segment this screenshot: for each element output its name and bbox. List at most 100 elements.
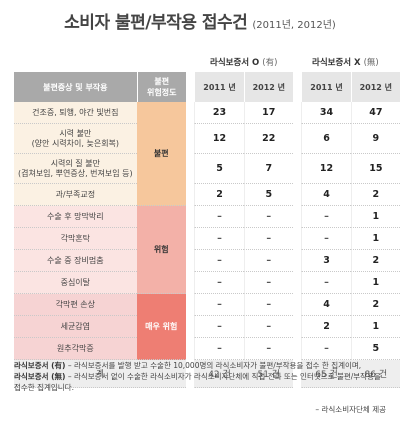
gap-cell [185, 184, 195, 206]
symptom-cell: 시력 불만 (양안 시력차이, 늦은회복) [14, 124, 137, 154]
value-cell: – [194, 272, 244, 294]
value-cell: 2 [350, 250, 400, 272]
table-row: 원추각막증 – – –5 [14, 338, 400, 360]
table-row: 수술 중 장비멈춤 – –3 2 [14, 250, 400, 272]
value-cell: 15 [350, 154, 400, 184]
value-cell: – [194, 206, 244, 228]
value-cell: – [194, 338, 244, 360]
symptom-cell: 각막편 손상 [14, 294, 137, 316]
gap-cell [185, 228, 195, 250]
value-cell: 3 [301, 250, 351, 272]
value-cell: – [243, 316, 293, 338]
note-term: 라식보증서 (無) [14, 372, 66, 381]
value-cell: 34 [301, 102, 351, 124]
group-o-label: 라식보증서 O [210, 58, 260, 68]
gap-cell [292, 184, 302, 206]
total-label: 계 [14, 360, 186, 388]
title-main: 소비자 불편/부작용 접수건 [64, 13, 248, 33]
value-cell: 9 [350, 124, 400, 154]
value-cell: 7 [243, 154, 293, 184]
gap-cell [185, 72, 195, 102]
value-cell: – [301, 228, 351, 250]
note-text: – 라식보증서를 발행 받고 수술한 10,000명의 라식소비자가 불편/부작… [65, 361, 362, 370]
year-header: 2011 년 [301, 72, 351, 102]
symptom-cell: 수술 중 장비멈춤 [14, 250, 137, 272]
data-table: 불편증상 및 부작용 불편 위험정도 2011 년 2012 년 2011 년 … [14, 72, 400, 388]
gap-cell [185, 294, 195, 316]
gap-cell [185, 250, 195, 272]
level-cell: 불편 [136, 102, 186, 206]
value-cell: 23 [194, 102, 244, 124]
gap-cell [292, 154, 302, 184]
table-row: 과/부족교정 2 5 4 2 [14, 184, 400, 206]
note-term: 라식보증서 (有) [14, 361, 66, 370]
value-cell: – [194, 316, 244, 338]
note-item: 라식보증서 (無) – 라식보증서 없이 수술한 라식소비자가 라식소비자단체에… [14, 371, 386, 393]
notes: 라식보증서 (有) – 라식보증서를 발행 받고 수술한 10,000명의 라식… [14, 360, 386, 393]
group-header-o: 라식보증서 O (有) [210, 56, 277, 68]
symptom-header: 불편증상 및 부작용 [14, 72, 137, 102]
value-cell: 2 [350, 184, 400, 206]
gap-cell [185, 102, 195, 124]
value-cell: – [243, 250, 293, 272]
gap-cell [185, 338, 195, 360]
gap-cell [292, 272, 302, 294]
group-x-note: (無) [363, 58, 379, 68]
table-row: 시력의 질 불만 (겹쳐보임, 뿌연증상, 번져보임 등) 5 7 12 15 [14, 154, 400, 184]
symptom-cell: 과/부족교정 [14, 184, 137, 206]
gap-cell [292, 206, 302, 228]
value-cell: 2 [301, 316, 351, 338]
gap-cell [185, 206, 195, 228]
value-cell: 5 [350, 338, 400, 360]
title-sub: (2011년, 2012년) [252, 20, 336, 31]
group-x-label: 라식보증서 X [312, 58, 361, 68]
value-cell: – [243, 272, 293, 294]
value-cell: – [243, 206, 293, 228]
value-cell: 5 [194, 154, 244, 184]
value-cell: 12 [301, 154, 351, 184]
value-cell: – [301, 338, 351, 360]
value-cell: 17 [243, 102, 293, 124]
value-cell: 2 [350, 294, 400, 316]
year-header: 2011 년 [194, 72, 244, 102]
value-cell: 12 [194, 124, 244, 154]
total-value: 86 건 [350, 360, 400, 388]
gap-cell [185, 360, 195, 388]
value-cell: – [243, 294, 293, 316]
value-cell: 5 [243, 184, 293, 206]
value-cell: 4 [301, 294, 351, 316]
table-row: 중심이탈 – – –1 [14, 272, 400, 294]
table-row: 각막편 손상 매우 위험 – –4 2 [14, 294, 400, 360]
source-credit: – 라식소비자단체 제공 [315, 405, 386, 414]
table-row: 세균감염 – –2 1 [14, 316, 400, 338]
gap-cell [292, 360, 302, 388]
value-cell: – [194, 228, 244, 250]
gap-cell [292, 250, 302, 272]
table-row: 각막혼탁 – – –1 [14, 228, 400, 250]
year-header: 2012 년 [243, 72, 293, 102]
gap-cell [292, 72, 302, 102]
symptom-cell: 중심이탈 [14, 272, 137, 294]
gap-cell [185, 154, 195, 184]
symptom-cell: 시력의 질 불만 (겹쳐보임, 뿌연증상, 번져보임 등) [14, 154, 137, 184]
gap-cell [292, 294, 302, 316]
value-cell: – [301, 206, 351, 228]
value-cell: 1 [350, 316, 400, 338]
total-value: 42 건 [194, 360, 244, 388]
note-item: 라식보증서 (有) – 라식보증서를 발행 받고 수술한 10,000명의 라식… [14, 360, 386, 371]
gap-cell [292, 228, 302, 250]
value-cell: – [194, 294, 244, 316]
year-header: 2012 년 [350, 72, 400, 102]
symptom-cell: 원추각막증 [14, 338, 137, 360]
gap-cell [292, 316, 302, 338]
table-row: 건조증, 퇴행, 야간 빛번짐 불편 23 17 34 47 [14, 102, 400, 206]
gap-cell [185, 272, 195, 294]
table-row: 수술 후 망막박리 위험 – – –1 [14, 206, 400, 294]
chart-title: 소비자 불편/부작용 접수건 (2011년, 2012년) [0, 8, 400, 33]
value-cell: – [301, 272, 351, 294]
table-row: 시력 불만 (양안 시력차이, 늦은회복) 12 22 6 9 [14, 124, 400, 154]
symptom-cell: 세균감염 [14, 316, 137, 338]
group-header-x: 라식보증서 X (無) [312, 56, 379, 68]
total-row: 계 42 건 51 건 65 건 86 건 [14, 360, 400, 388]
gap-cell [185, 316, 195, 338]
